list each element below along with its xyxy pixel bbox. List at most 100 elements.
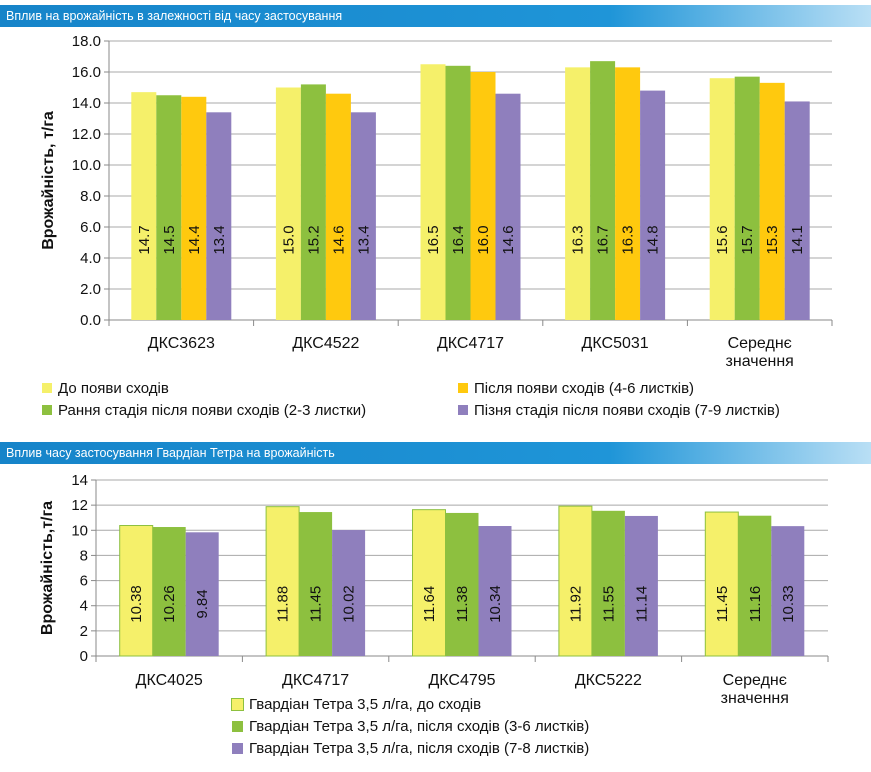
chart1-data-label: 10.33	[780, 585, 797, 623]
chart0-bar	[565, 67, 591, 320]
chart1-data-label: 11.14	[633, 586, 650, 622]
chart1-ytick-label: 4	[80, 598, 88, 615]
chart0-ytick-label: 10.0	[72, 157, 101, 174]
chart1-data-label: 11.16	[747, 586, 764, 622]
chart0-data-label: 16.3	[620, 225, 637, 254]
chart1-category-label: ДКС4025	[136, 672, 203, 689]
chart0-ytick-label: 4.0	[80, 250, 101, 267]
chart0-ytick-label: 2.0	[80, 281, 101, 298]
chart0-bar	[350, 112, 376, 320]
chart1-data-label: 11.92	[567, 586, 584, 622]
legend2-swatch-0	[231, 697, 244, 711]
legend2-item-2: Гвардіан Тетра 3,5 л/га, після сходів (7…	[232, 740, 589, 758]
chart0-bar	[640, 90, 666, 320]
legend2-label-2: Гвардіан Тетра 3,5 л/га, після сходів (7…	[249, 740, 590, 757]
chart0-data-label: 16.5	[425, 225, 442, 254]
chart0-data-label: 13.4	[211, 225, 228, 254]
chart1-category-label: ДКС4717	[282, 672, 349, 689]
chart1-ytick-label: 0	[80, 648, 88, 665]
chart0-bar	[206, 112, 232, 320]
chart0-bar	[131, 92, 157, 321]
chart0-ytick-label: 18.0	[72, 33, 101, 50]
chart1-title: Вплив на врожайність в залежності від ча…	[6, 9, 343, 23]
legend1-swatch-0	[42, 383, 52, 394]
chart0-data-label: 14.4	[186, 225, 203, 254]
chart1-data-label: 10.26	[161, 585, 178, 623]
chart1-ytick-label: 10	[71, 522, 88, 539]
chart0-bar	[784, 101, 810, 320]
chart1-ytick-label: 12	[71, 497, 88, 514]
chart0-bar	[495, 93, 521, 320]
chart1-category-label: ДКС5222	[575, 672, 642, 689]
chart0-data-label: 13.4	[355, 225, 372, 254]
chart1-bar	[738, 515, 772, 656]
chart1-title-banner: Вплив на врожайність в залежності від ча…	[0, 5, 871, 27]
legend2-swatch-2	[232, 742, 243, 754]
chart1-data-label: 10.34	[487, 585, 504, 623]
chart0-ytick-label: 8.0	[80, 188, 101, 205]
legend1-label-3: Пізня стадія після появи сходів (7-9 лис…	[474, 402, 780, 419]
chart0-bar	[181, 96, 207, 320]
chart0-data-label: 14.1	[789, 225, 806, 254]
chart0-bar	[420, 64, 446, 320]
chart0-bar	[156, 95, 182, 320]
chart0-category-label: ДКС5031	[582, 335, 649, 352]
chart0-bar	[445, 65, 471, 320]
chart1-bar	[119, 525, 154, 657]
chart1-bar	[704, 511, 739, 657]
chart1-bar	[624, 515, 658, 656]
chart0-bar	[759, 82, 785, 320]
chart1-data-label: 11.45	[308, 586, 325, 622]
chart1-plot: 0.0 2.0 4.0 6.0 8.0 10.0 12.0 14.0 16.0 18.0 Врожа…	[40, 33, 833, 370]
chart1-bar	[591, 510, 625, 656]
chart0-data-label: 14.6	[500, 225, 517, 254]
chart1-bar	[478, 526, 512, 656]
chart1-ytick-label: 2	[80, 623, 88, 640]
chart1-data-label: 11.64	[421, 586, 438, 622]
chart1-bar	[185, 532, 219, 656]
chart0-bar	[615, 67, 641, 320]
chart1-y-axis-title: Врожайність,т/га	[39, 501, 56, 635]
chart2-title: Вплив часу застосування Гвардіан Тетра н…	[6, 446, 335, 460]
chart0-bar	[300, 84, 326, 321]
chart0-category-label: ДКС4717	[437, 335, 504, 352]
chart0-bar	[470, 72, 496, 320]
chart1-category-label: ДКС4795	[428, 672, 495, 689]
legend1-swatch-3	[458, 405, 468, 416]
chart0-ytick-label: 0.0	[80, 312, 101, 329]
legend1-item-0: До появи сходів	[42, 380, 169, 398]
chart0-data-label: 15.2	[305, 225, 322, 254]
chart1-data-label: 11.88	[275, 586, 292, 622]
chart1-bar	[445, 512, 479, 656]
chart1-category-label: Середнє	[723, 672, 787, 689]
chart1-bar	[152, 527, 186, 656]
chart1-ytick-label: 14	[71, 472, 88, 489]
chart0-data-label: 14.5	[161, 225, 178, 254]
legend1-swatch-2	[458, 383, 468, 394]
legend2-item-1: Гвардіан Тетра 3,5 л/га, після сходів (3…	[232, 718, 589, 736]
chart1-bar	[299, 512, 333, 656]
chart1-bar	[332, 530, 366, 656]
chart1-bar	[265, 506, 300, 657]
chart0-category-label: ДКС3623	[148, 335, 215, 352]
legend1-item-3: Пізня стадія після появи сходів (7-9 лис…	[458, 402, 780, 420]
legend2-label-0: Гвардіан Тетра 3,5 л/га, до сходів	[249, 696, 482, 713]
chart1-data-label: 11.45	[714, 586, 731, 622]
chart1-ytick-label: 8	[80, 547, 88, 564]
chart0-ytick-label: 16.0	[72, 64, 101, 81]
chart0-data-label: 14.8	[645, 225, 662, 254]
chart0-bar	[325, 93, 351, 320]
chart0-ytick-label: 12.0	[72, 126, 101, 143]
chart0-data-label: 15.7	[739, 225, 756, 254]
legend1-swatch-1	[42, 405, 52, 416]
chart0-data-label: 15.3	[764, 225, 781, 254]
chart1-bar	[412, 509, 446, 657]
chart1-data-label: 10.02	[341, 585, 358, 623]
chart1-bar	[558, 505, 593, 657]
chart1-ytick-label: 6	[80, 573, 88, 590]
chart1-data-label: 9.84	[194, 589, 211, 618]
legend2-item-0: Гвардіан Тетра 3,5 л/га, до сходів	[231, 696, 482, 714]
legend1-label-1: Рання стадія після появи сходів (2-3 лис…	[58, 402, 367, 419]
chart0-data-label: 14.6	[330, 225, 347, 254]
chart0-data-label: 16.0	[475, 225, 492, 254]
